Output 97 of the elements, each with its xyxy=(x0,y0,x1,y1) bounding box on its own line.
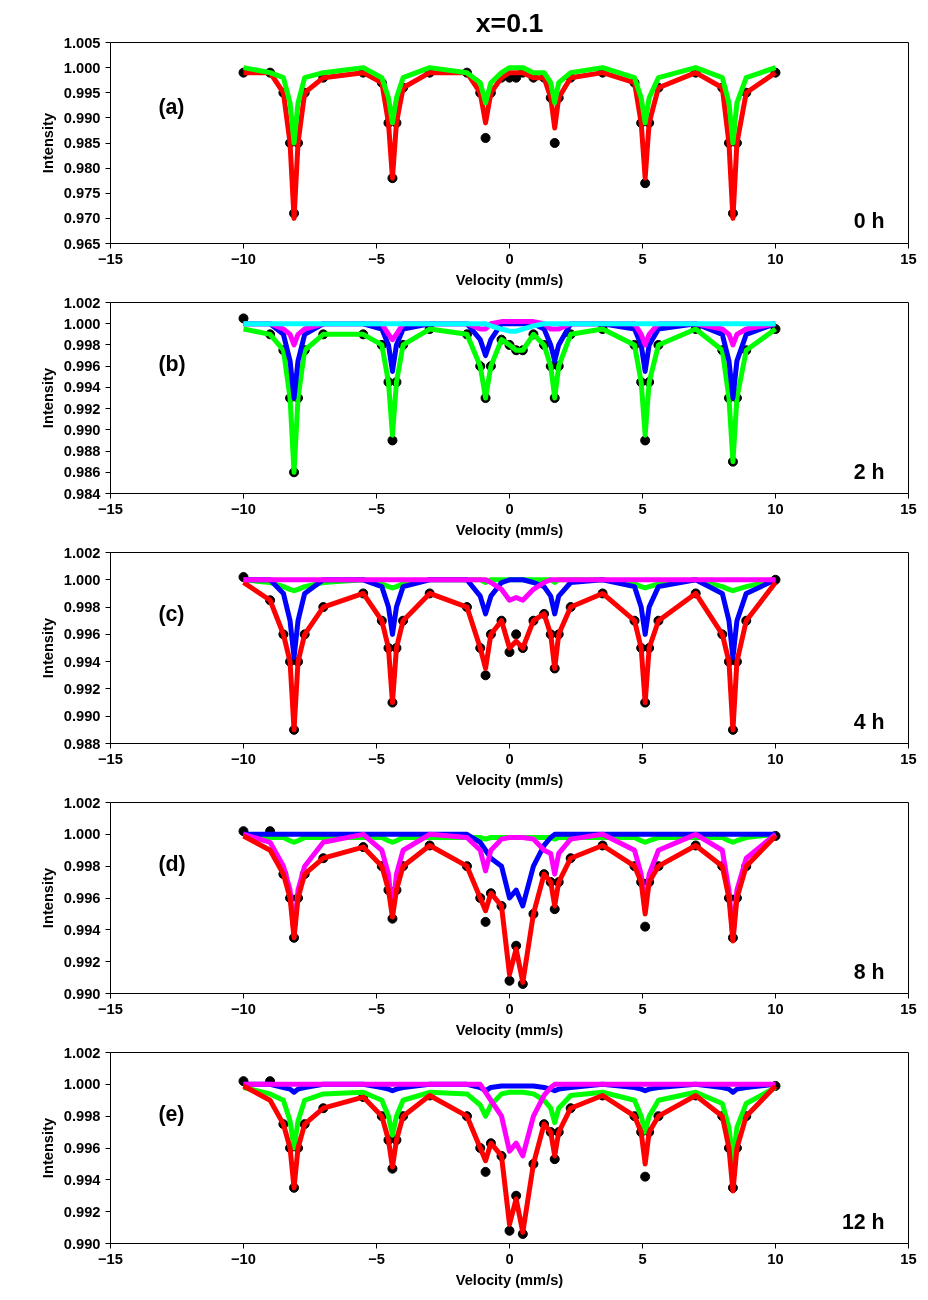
x-tick-label: 5 xyxy=(638,1000,647,1017)
x-tick-label: 10 xyxy=(767,1250,784,1267)
y-tick-label: 0.994 xyxy=(63,1171,102,1188)
annotation: 2 h xyxy=(853,459,885,484)
y-tick-label: 0.994 xyxy=(63,921,102,938)
x-tick-label: 0 xyxy=(505,1000,514,1017)
y-tick-label: 0.975 xyxy=(63,185,101,202)
x-tick-label: −5 xyxy=(368,500,385,517)
y-tick-label: 0.996 xyxy=(63,626,101,643)
x-tick-label: 0 xyxy=(505,500,514,517)
x-tick-label: 0 xyxy=(505,1250,514,1267)
x-tick-label: 15 xyxy=(900,500,917,517)
x-tick-label: 5 xyxy=(638,1250,647,1267)
y-tick-label: 0.996 xyxy=(63,358,101,375)
x-tick-label: 10 xyxy=(767,1000,784,1017)
x-tick-label: −10 xyxy=(231,1000,256,1017)
x-tick-label: −10 xyxy=(231,1250,256,1267)
y-tick-label: 0.990 xyxy=(63,421,101,438)
y-tick-label: 0.998 xyxy=(63,336,101,353)
x-tick-label: −15 xyxy=(98,500,123,517)
y-tick-label: 0.980 xyxy=(63,160,101,177)
x-axis-title: Velocity (mm/s) xyxy=(455,771,564,788)
x-tick-label: 15 xyxy=(900,1250,917,1267)
annotation: (d) xyxy=(158,851,186,876)
y-tick-label: 1.000 xyxy=(63,826,101,843)
y-tick-label: 0.990 xyxy=(63,708,101,725)
x-tick-label: 0 xyxy=(505,750,514,767)
y-axis-title: Intensity xyxy=(39,112,56,174)
y-tick-label: 0.995 xyxy=(63,84,101,101)
chart-title: x=0.1 xyxy=(475,7,544,38)
y-tick-label: 0.988 xyxy=(63,735,101,752)
x-tick-label: 5 xyxy=(638,250,647,267)
x-tick-label: 5 xyxy=(638,500,647,517)
x-tick-label: −15 xyxy=(98,1000,123,1017)
y-tick-label: 1.000 xyxy=(63,315,101,332)
y-tick-label: 0.988 xyxy=(63,443,101,460)
y-tick-label: 0.992 xyxy=(63,400,101,417)
x-tick-label: −5 xyxy=(368,750,385,767)
y-tick-label: 0.970 xyxy=(63,210,101,227)
x-tick-label: −10 xyxy=(231,250,256,267)
y-axis-title: Intensity xyxy=(39,367,56,429)
annotation: 4 h xyxy=(853,709,885,734)
annotation: 8 h xyxy=(853,959,885,984)
y-tick-label: 0.990 xyxy=(63,109,101,126)
y-tick-label: 1.000 xyxy=(63,1076,101,1093)
x-tick-label: 15 xyxy=(900,250,917,267)
x-tick-label: 10 xyxy=(767,750,784,767)
y-tick-label: 0.994 xyxy=(63,653,102,670)
y-tick-label: 0.994 xyxy=(63,379,102,396)
x-tick-label: 0 xyxy=(505,250,514,267)
y-tick-label: 0.990 xyxy=(63,1235,101,1252)
annotation: (a) xyxy=(158,94,185,119)
y-tick-label: 0.992 xyxy=(63,680,101,697)
x-tick-label: 10 xyxy=(767,500,784,517)
y-tick-label: 0.990 xyxy=(63,985,101,1002)
annotation: (e) xyxy=(158,1101,185,1126)
x-tick-label: −5 xyxy=(368,1250,385,1267)
y-axis-title: Intensity xyxy=(39,617,56,679)
annotation: 12 h xyxy=(841,1209,885,1234)
y-tick-label: 0.998 xyxy=(63,858,101,875)
x-tick-label: −15 xyxy=(98,1250,123,1267)
x-axis-title: Velocity (mm/s) xyxy=(455,521,564,538)
x-tick-label: 15 xyxy=(900,750,917,767)
x-axis-title: Velocity (mm/s) xyxy=(455,1271,564,1288)
annotation: (b) xyxy=(158,351,186,376)
x-axis-title: Velocity (mm/s) xyxy=(455,1021,564,1038)
y-tick-label: 0.992 xyxy=(63,1203,101,1220)
y-tick-label: 0.998 xyxy=(63,599,101,616)
x-axis-title: Velocity (mm/s) xyxy=(455,271,564,288)
x-tick-label: −15 xyxy=(98,750,123,767)
x-tick-label: 5 xyxy=(638,750,647,767)
y-tick-label: 0.986 xyxy=(63,464,101,481)
x-tick-label: 10 xyxy=(767,250,784,267)
x-tick-label: −10 xyxy=(231,500,256,517)
y-tick-label: 1.005 xyxy=(63,34,101,51)
y-tick-label: 1.002 xyxy=(63,1044,101,1061)
y-tick-label: 0.996 xyxy=(63,890,101,906)
y-tick-label: 1.002 xyxy=(63,544,101,561)
x-tick-label: −5 xyxy=(368,250,385,267)
x-tick-label: 15 xyxy=(900,1000,917,1017)
y-tick-label: 0.996 xyxy=(63,1140,101,1156)
y-tick-label: 1.000 xyxy=(63,59,101,76)
y-tick-label: 0.998 xyxy=(63,1108,101,1125)
x-tick-label: −5 xyxy=(368,1000,385,1017)
y-tick-label: 0.992 xyxy=(63,953,101,970)
annotation: 0 h xyxy=(853,209,885,234)
y-tick-label: 1.002 xyxy=(63,794,101,811)
y-axis-title: Intensity xyxy=(39,1117,56,1179)
y-tick-label: 1.002 xyxy=(63,294,101,311)
x-tick-label: −10 xyxy=(231,750,256,767)
y-axis-title: Intensity xyxy=(39,867,56,929)
y-tick-label: 0.985 xyxy=(63,135,101,151)
y-tick-label: 1.000 xyxy=(63,571,101,588)
y-tick-label: 0.965 xyxy=(63,235,101,252)
y-tick-label: 0.984 xyxy=(63,485,102,502)
x-tick-label: −15 xyxy=(98,250,123,267)
annotation: (c) xyxy=(158,601,185,626)
